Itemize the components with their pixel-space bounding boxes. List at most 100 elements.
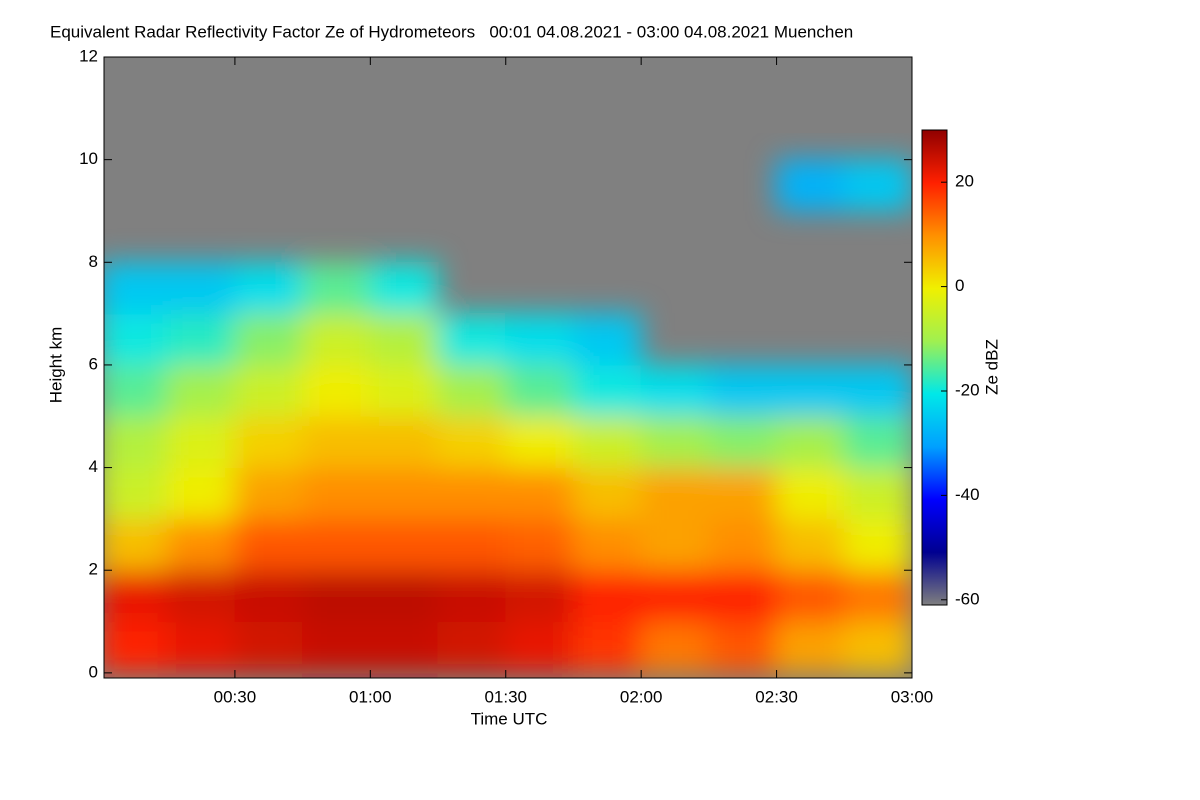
heatmap-cell [369, 261, 439, 315]
y-tick-label: 10 [79, 149, 98, 168]
heatmap-cell [302, 621, 371, 674]
heatmap-cell [505, 364, 574, 417]
heatmap-cell [708, 518, 778, 571]
heatmap-cell [234, 313, 304, 366]
heatmap-cell [234, 261, 304, 315]
heatmap-cell [166, 621, 236, 674]
heatmap-cell [234, 467, 304, 520]
heatmap-cell [572, 569, 642, 623]
plot-frame [103, 56, 913, 679]
colorbar-tick-label: 0 [955, 276, 964, 295]
heatmap-cell [104, 364, 168, 417]
heatmap-cell [843, 518, 912, 571]
heatmap-cell [302, 518, 371, 571]
heatmap-cell [302, 364, 371, 417]
heatmap-cell [437, 313, 507, 366]
heatmap-cell [505, 467, 574, 520]
heatmap-cell [104, 261, 168, 315]
heatmap-cell [437, 364, 507, 417]
heatmap-cell [437, 415, 507, 469]
heatmap-cell [776, 159, 845, 212]
heatmap-cell [166, 569, 236, 623]
heatmap-cell [437, 518, 507, 571]
x-tick-label: 01:00 [349, 687, 392, 706]
heatmap-cell [640, 467, 710, 520]
heatmap-cell [104, 467, 168, 520]
heatmap-cell [708, 364, 778, 417]
heatmap-cell [302, 415, 371, 469]
chart-title: Equivalent Radar Reflectivity Factor Ze … [50, 22, 853, 41]
x-tick-label: 02:00 [620, 687, 663, 706]
heatmap-cell [369, 364, 439, 417]
heatmap-cell [104, 621, 168, 674]
heatmap-cell [369, 415, 439, 469]
heatmap-cell [776, 467, 845, 520]
heatmap-cell [776, 569, 845, 623]
heatmap-cell [505, 518, 574, 571]
y-axis-label: Height km [46, 327, 65, 404]
heatmap-cell [843, 621, 912, 674]
colorbar-tick-label: 20 [955, 172, 974, 191]
heatmap-cell [572, 467, 642, 520]
heatmap-cells [104, 159, 912, 674]
heatmap-cell [437, 467, 507, 520]
colorbar-tick-label: -60 [955, 589, 980, 608]
heatmap-cell [437, 569, 507, 623]
heatmap-cell [572, 364, 642, 417]
heatmap-cell [708, 467, 778, 520]
heatmap-cell [234, 569, 304, 623]
x-tick-label: 03:00 [891, 687, 934, 706]
x-tick-label: 01:30 [484, 687, 527, 706]
colorbar-label: Ze dBZ [982, 339, 1001, 395]
colorbar-tick-label: -20 [955, 380, 980, 399]
heatmap-cell [843, 467, 912, 520]
heatmap-cell [302, 313, 371, 366]
heatmap-cell [166, 364, 236, 417]
heatmap-cell [843, 569, 912, 623]
heatmap-cell [505, 621, 574, 674]
heatmap-cell [640, 518, 710, 571]
heatmap-cell [166, 467, 236, 520]
heatmap-cell [572, 621, 642, 674]
heatmap-cell [166, 518, 236, 571]
heatmap-cell [104, 569, 168, 623]
heatmap-cell [708, 569, 778, 623]
heatmap-cell [708, 621, 778, 674]
heatmap-cell [640, 415, 710, 469]
heatmap-cell [369, 313, 439, 366]
heatmap-cell [640, 569, 710, 623]
heatmap-cell [572, 313, 642, 366]
heatmap-cell [234, 415, 304, 469]
heatmap-cell [369, 518, 439, 571]
heatmap-cell [166, 313, 236, 366]
heatmap-cell [572, 415, 642, 469]
colorbar-tick-label: -40 [955, 485, 980, 504]
heatmap-cell [572, 518, 642, 571]
y-tick-label: 6 [89, 354, 98, 373]
y-tick-label: 0 [89, 662, 98, 681]
heatmap-cell [166, 261, 236, 315]
heatmap-cell [843, 159, 912, 212]
y-tick-label: 12 [79, 46, 98, 65]
colorbar [921, 129, 948, 606]
heatmap-cell [776, 518, 845, 571]
heatmap-cell [776, 415, 845, 469]
heatmap-cell [505, 415, 574, 469]
x-axis-label: Time UTC [471, 709, 548, 728]
heatmap-cell [640, 621, 710, 674]
heatmap-cell [437, 621, 507, 674]
heatmap-cell [302, 569, 371, 623]
heatmap-cell [234, 518, 304, 571]
heatmap-cell [505, 313, 574, 366]
heatmap-cell [708, 415, 778, 469]
heatmap-cell [505, 569, 574, 623]
heatmap-cell [302, 467, 371, 520]
x-tick-label: 00:30 [214, 687, 257, 706]
heatmap-cell [369, 621, 439, 674]
x-tick-label: 02:30 [755, 687, 798, 706]
y-tick-label: 4 [89, 457, 98, 476]
heatmap-cell [369, 569, 439, 623]
heatmap-cell [104, 518, 168, 571]
heatmap-cell [843, 415, 912, 469]
